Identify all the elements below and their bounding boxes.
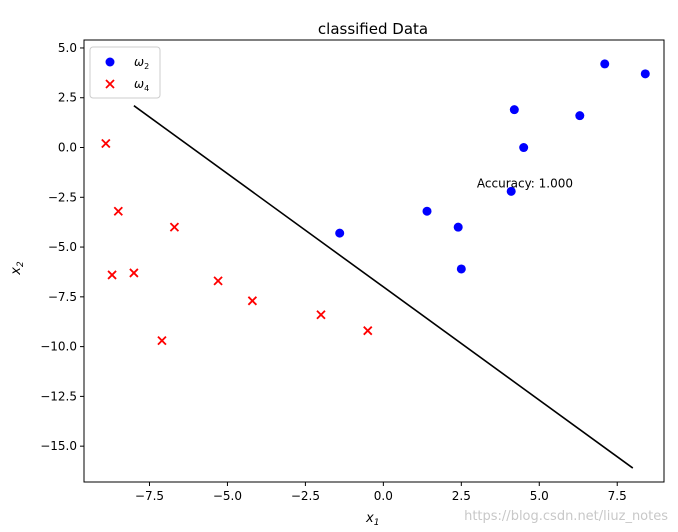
scatter-point-omega-2	[506, 186, 516, 196]
scatter-point-omega-2	[600, 59, 610, 69]
decision-boundary-line	[133, 105, 634, 469]
watermark-text: https://blog.csdn.net/liuz_notes	[464, 509, 668, 524]
scatter-point-omega-4	[213, 276, 223, 286]
legend: ω2 ω4	[89, 46, 161, 99]
legend-frame	[89, 46, 161, 99]
x-tick-label: 2.5	[452, 489, 471, 503]
legend-label-omega-4: ω4	[134, 77, 149, 93]
x-tick-label: 7.5	[608, 489, 627, 503]
y-tick-label: −5.0	[48, 240, 77, 254]
scatter-point-omega-2	[519, 143, 529, 153]
scatter-point-omega-2	[453, 222, 463, 232]
x-tick-label: −7.5	[135, 489, 164, 503]
axes: −7.5 −5.0 −2.5 0.0 2.5 5.0 7.5 5.0 2.5 0.0 −2.5 −5.…	[40, 39, 665, 503]
scatter-point-omega-4	[129, 268, 139, 278]
legend-marker-omega-4	[105, 79, 115, 89]
plot-area	[101, 59, 650, 469]
scatter-point-omega-4	[316, 310, 326, 320]
legend-marker-omega-2	[105, 57, 115, 67]
x-axis-label: x1	[365, 511, 379, 528]
scatter-point-omega-2	[456, 264, 466, 274]
scatter-point-omega-2	[335, 228, 345, 238]
accuracy-annotation: Accuracy: 1.000	[477, 176, 573, 190]
y-tick-label: −10.0	[40, 340, 77, 354]
scatter-point-omega-4	[363, 326, 373, 336]
scatter-point-omega-4	[113, 206, 123, 216]
y-tick-label: −7.5	[48, 290, 77, 304]
y-tick-label: −15.0	[40, 439, 77, 453]
scatter-point-omega-2	[509, 105, 519, 115]
scatter-point-omega-2	[640, 69, 650, 79]
scatter-point-omega-4	[157, 336, 167, 346]
y-tick-label: −2.5	[48, 190, 77, 204]
x-tick-label: 0.0	[374, 489, 393, 503]
scatter-point-omega-4	[247, 296, 258, 306]
x-tick-label: −5.0	[213, 489, 242, 503]
y-tick-label: 0.0	[58, 141, 77, 155]
scatter-point-omega-4	[107, 270, 117, 280]
legend-label-omega-2: ω2	[134, 55, 149, 71]
y-tick-label: −12.5	[40, 389, 77, 403]
x-tick-label: 5.0	[530, 489, 549, 503]
y-tick-label: 2.5	[58, 91, 77, 105]
x-tick-label: −2.5	[291, 489, 320, 503]
y-axis-label: x2	[9, 261, 26, 276]
scatter-point-omega-4	[101, 138, 111, 149]
scatter-point-omega-2	[575, 111, 585, 121]
y-tick-label: 5.0	[58, 41, 77, 55]
chart-title: classified Data	[318, 20, 428, 38]
plot-frame	[83, 39, 665, 483]
scatter-point-omega-2	[422, 206, 432, 216]
scatter-point-omega-4	[169, 222, 180, 232]
